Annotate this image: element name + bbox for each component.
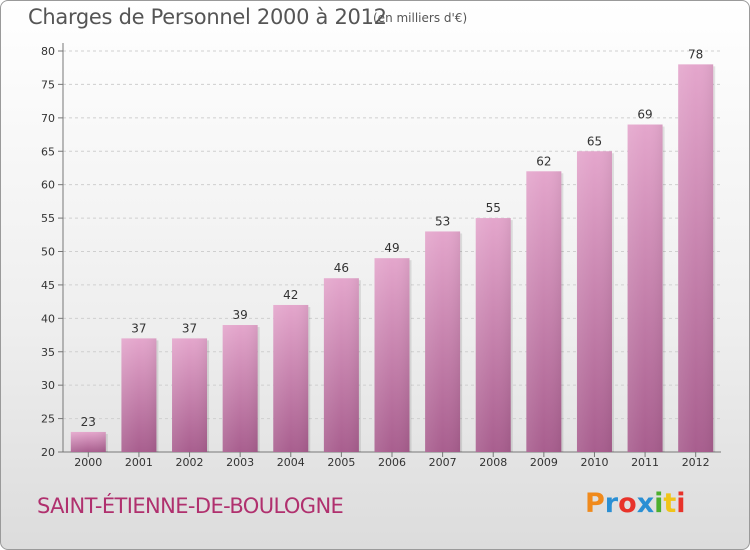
x-tick-label: 2010 [580, 456, 608, 469]
x-tick-label: 2002 [176, 456, 204, 469]
bar-highlight [172, 338, 208, 452]
data-label-2011: 69 [637, 108, 652, 122]
bar-highlight [678, 64, 714, 452]
data-label-2002: 37 [182, 321, 197, 335]
logo-letter: i [654, 488, 664, 519]
y-tick-label: 55 [41, 212, 55, 225]
data-label-2007: 53 [435, 214, 450, 228]
x-tick-label: 2012 [682, 456, 710, 469]
logo-letter: r [604, 488, 619, 519]
y-tick-label: 45 [41, 279, 55, 292]
x-tick-label: 2004 [277, 456, 305, 469]
x-tick-label: 2008 [479, 456, 507, 469]
logo-letter: t [663, 488, 677, 519]
x-tick-label: 2009 [530, 456, 558, 469]
bars: 23 37 37 39 42 46 49 53 55 62 65 69 78 [70, 47, 716, 453]
data-label-2003: 39 [233, 308, 248, 322]
bar-highlight [475, 218, 511, 452]
bar-highlight [627, 124, 663, 453]
y-tick-label: 20 [41, 446, 55, 459]
x-tick-label: 2003 [226, 456, 254, 469]
x-tick-label: 2007 [429, 456, 457, 469]
y-tick-label: 70 [41, 112, 55, 125]
bar-highlight [425, 231, 461, 452]
bar-highlight [526, 171, 562, 453]
y-tick-label: 50 [41, 246, 55, 259]
data-label-2008: 55 [486, 201, 501, 215]
y-axis-ticks: 20 25 30 35 40 45 50 55 60 65 70 75 80 [41, 45, 63, 459]
x-tick-label: 2001 [125, 456, 153, 469]
data-label-2009: 62 [536, 154, 551, 168]
y-tick-label: 25 [41, 413, 55, 426]
logo-letter: o [618, 488, 637, 519]
x-tick-label: 2006 [378, 456, 406, 469]
data-label-2000: 23 [81, 415, 96, 429]
logo-letter: P [585, 488, 605, 519]
logo-letter: i [676, 488, 686, 519]
y-tick-label: 80 [41, 45, 55, 58]
y-tick-label: 30 [41, 379, 55, 392]
y-tick-label: 40 [41, 312, 55, 325]
data-label-2005: 46 [334, 261, 349, 275]
data-label-2012: 78 [688, 47, 703, 61]
chart-subtitle: (en milliers d'€) [373, 11, 468, 25]
x-tick-label: 2005 [327, 456, 355, 469]
x-axis-ticks: 2000 2001 2002 2003 2004 2005 2006 2007 2008 2009… [74, 452, 710, 469]
data-label-2004: 42 [283, 288, 298, 302]
x-tick-label: 2011 [631, 456, 659, 469]
y-tick-label: 35 [41, 346, 55, 359]
proxiti-logo: Proxiti [585, 488, 686, 519]
bar-highlight [576, 151, 612, 452]
bar-highlight [70, 431, 106, 452]
data-label-2001: 37 [131, 321, 146, 335]
city-name: SAINT-ÉTIENNE-DE-BOULOGNE [37, 494, 344, 518]
y-tick-label: 60 [41, 179, 55, 192]
chart-title: Charges de Personnel 2000 à 2012 [28, 5, 387, 29]
bar-highlight [374, 258, 410, 452]
data-label-2010: 65 [587, 134, 602, 148]
y-tick-label: 65 [41, 145, 55, 158]
x-tick-label: 2000 [74, 456, 102, 469]
bar-highlight [273, 304, 309, 452]
logo-letter: x [636, 488, 655, 519]
y-tick-label: 75 [41, 78, 55, 91]
bar-highlight [222, 325, 258, 452]
data-label-2006: 49 [384, 241, 399, 255]
bar-highlight [121, 338, 157, 452]
bar-highlight [323, 278, 359, 452]
